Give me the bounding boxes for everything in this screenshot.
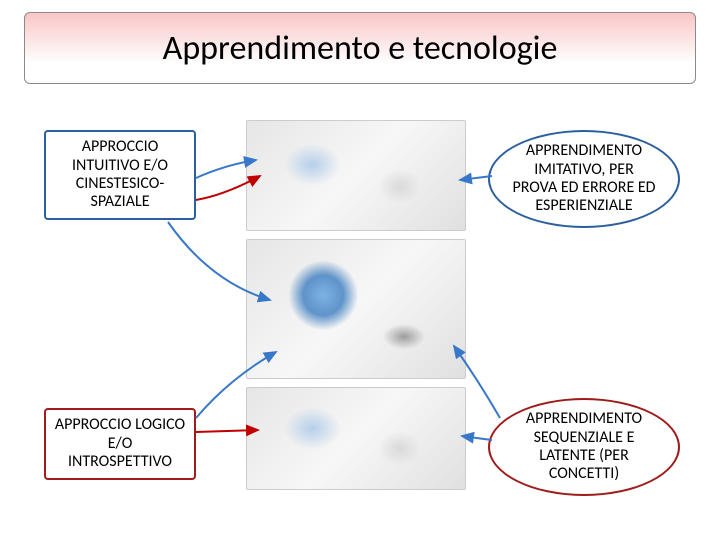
connector-line	[462, 436, 492, 440]
center-image-column	[246, 120, 466, 490]
slide-title: Apprendimento e tecnologie	[163, 28, 558, 69]
image-bottom-placeholder	[246, 387, 466, 490]
box-bottom-left-text: APPROCCIO LOGICO E/O INTROSPETTIVO	[54, 416, 186, 471]
ellipse-bottom-right-text: APPRENDIMENTO SEQUENZIALE E LATENTE (PER…	[512, 410, 656, 484]
image-middle-placeholder	[246, 239, 466, 378]
image-top-placeholder	[246, 120, 466, 231]
ellipse-bottom-right: APPRENDIMENTO SEQUENZIALE E LATENTE (PER…	[488, 398, 680, 496]
box-top-left-text: APPROCCIO INTUITIVO E/O CINESTESICO-SPAZ…	[54, 138, 186, 212]
box-top-left: APPROCCIO INTUITIVO E/O CINESTESICO-SPAZ…	[44, 130, 196, 220]
title-bar: Apprendimento e tecnologie	[24, 12, 696, 84]
box-bottom-left: APPROCCIO LOGICO E/O INTROSPETTIVO	[44, 408, 196, 480]
ellipse-top-right: APPRENDIMENTO IMITATIVO, PER PROVA ED ER…	[488, 130, 680, 228]
ellipse-top-right-text: APPRENDIMENTO IMITATIVO, PER PROVA ED ER…	[512, 142, 656, 216]
